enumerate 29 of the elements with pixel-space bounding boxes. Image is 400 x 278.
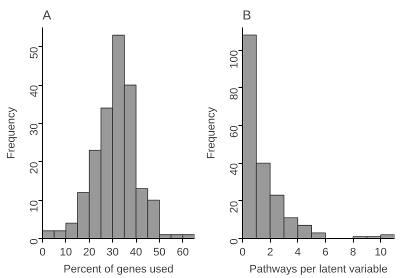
x-tick-label: 60 bbox=[176, 246, 189, 258]
x-tick-label: 40 bbox=[130, 246, 142, 258]
x-axis-title: Percent of genes used bbox=[63, 264, 174, 276]
y-tick-label: 50 bbox=[28, 46, 40, 59]
x-tick-label: 4 bbox=[294, 246, 301, 258]
chart-title: B bbox=[242, 8, 252, 22]
chart-title: A bbox=[42, 8, 52, 22]
y-axis-title: Frequency bbox=[6, 106, 18, 159]
x-tick-label: 10 bbox=[374, 246, 387, 258]
x-tick-label: 20 bbox=[83, 246, 96, 258]
x-tick-label: 50 bbox=[153, 246, 166, 258]
y-tick-label: 30 bbox=[28, 123, 40, 136]
y-tick-label: 20 bbox=[28, 162, 40, 174]
x-axis-title: Pathways per latent variable bbox=[249, 264, 388, 276]
x-tick-label: 10 bbox=[60, 246, 72, 258]
y-tick-label: 0 bbox=[28, 238, 40, 245]
y-tick-label: 20 bbox=[228, 200, 240, 214]
x-tick-label: 8 bbox=[350, 246, 356, 258]
y-tick-label: 10 bbox=[28, 200, 40, 212]
x-tick-label: 2 bbox=[267, 246, 274, 258]
y-axis-title: Frequency bbox=[206, 106, 218, 159]
x-tick-label: 30 bbox=[106, 246, 119, 258]
y-tick-label: 40 bbox=[228, 163, 240, 176]
y-tick-label: 40 bbox=[28, 85, 40, 98]
y-tick-label: 60 bbox=[228, 125, 240, 138]
y-tick-label: 100 bbox=[228, 50, 240, 68]
y-tick-label: 0 bbox=[228, 238, 240, 245]
y-tick-label: 80 bbox=[228, 88, 240, 100]
x-tick-label: 6 bbox=[322, 246, 328, 258]
